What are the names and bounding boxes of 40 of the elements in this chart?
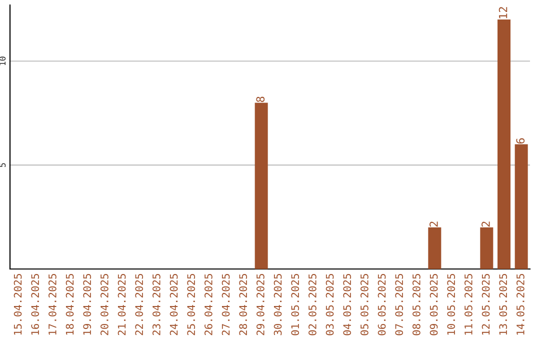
x-tick-label: 30.04.2025 <box>274 274 282 336</box>
x-tick-label: 23.04.2025 <box>152 274 160 336</box>
x-tick-label: 18.04.2025 <box>66 274 74 335</box>
x-tick-label: 20.04.2025 <box>100 274 108 336</box>
x-tick-label: 27.04.2025 <box>222 274 230 336</box>
x-tick-label: 29.04.2025 <box>256 274 264 336</box>
x-tick-label: 16.04.2025 <box>31 274 40 335</box>
x-tick-label: 21.04.2025 <box>118 274 126 336</box>
x-tick-label: 08.05.2025 <box>412 274 420 336</box>
x-tick-label: 03.05.2025 <box>326 274 334 336</box>
x-tick-label: 19.04.2025 <box>83 274 92 335</box>
x-tick-label: 22.04.2025 <box>135 274 144 336</box>
x-tick-label: 04.05.2025 <box>343 274 352 336</box>
x-tick-label: 06.05.2025 <box>378 274 386 336</box>
bar <box>480 227 494 269</box>
x-tick-label: 24.04.2025 <box>170 274 178 336</box>
x-tick-label: 15.04.2025 <box>14 274 22 335</box>
x-tick-label: 01.05.2025 <box>291 274 300 336</box>
x-tick-label: 10.05.2025 <box>447 274 456 335</box>
x-tick-label: 26.04.2025 <box>204 274 212 336</box>
bar <box>514 144 528 269</box>
data-label: 12 <box>498 7 508 18</box>
x-tick-label: 12.05.2025 <box>482 274 490 335</box>
data-label: 2 <box>482 222 490 227</box>
bar <box>254 102 268 269</box>
x-tick-label: 07.05.2025 <box>395 274 404 336</box>
x-tick-label: 13.05.2025 <box>499 274 508 335</box>
bar <box>428 227 442 269</box>
data-label: 8 <box>256 96 265 102</box>
data-label: 2 <box>430 222 438 227</box>
x-tick-label: 25.04.2025 <box>187 274 196 336</box>
x-tick-label: 05.05.2025 <box>360 274 368 336</box>
data-label: 6 <box>516 138 525 144</box>
x-tick-label: 09.05.2025 <box>430 274 438 336</box>
x-tick-label: 02.05.2025 <box>308 274 316 336</box>
x-tick-label: 17.04.2025 <box>48 274 56 335</box>
x-tick-label: 11.05.2025 <box>464 274 472 335</box>
x-tick-label: 14.05.2025 <box>516 274 524 335</box>
bar <box>498 20 510 269</box>
x-tick-label: 28.04.2025 <box>239 274 248 336</box>
